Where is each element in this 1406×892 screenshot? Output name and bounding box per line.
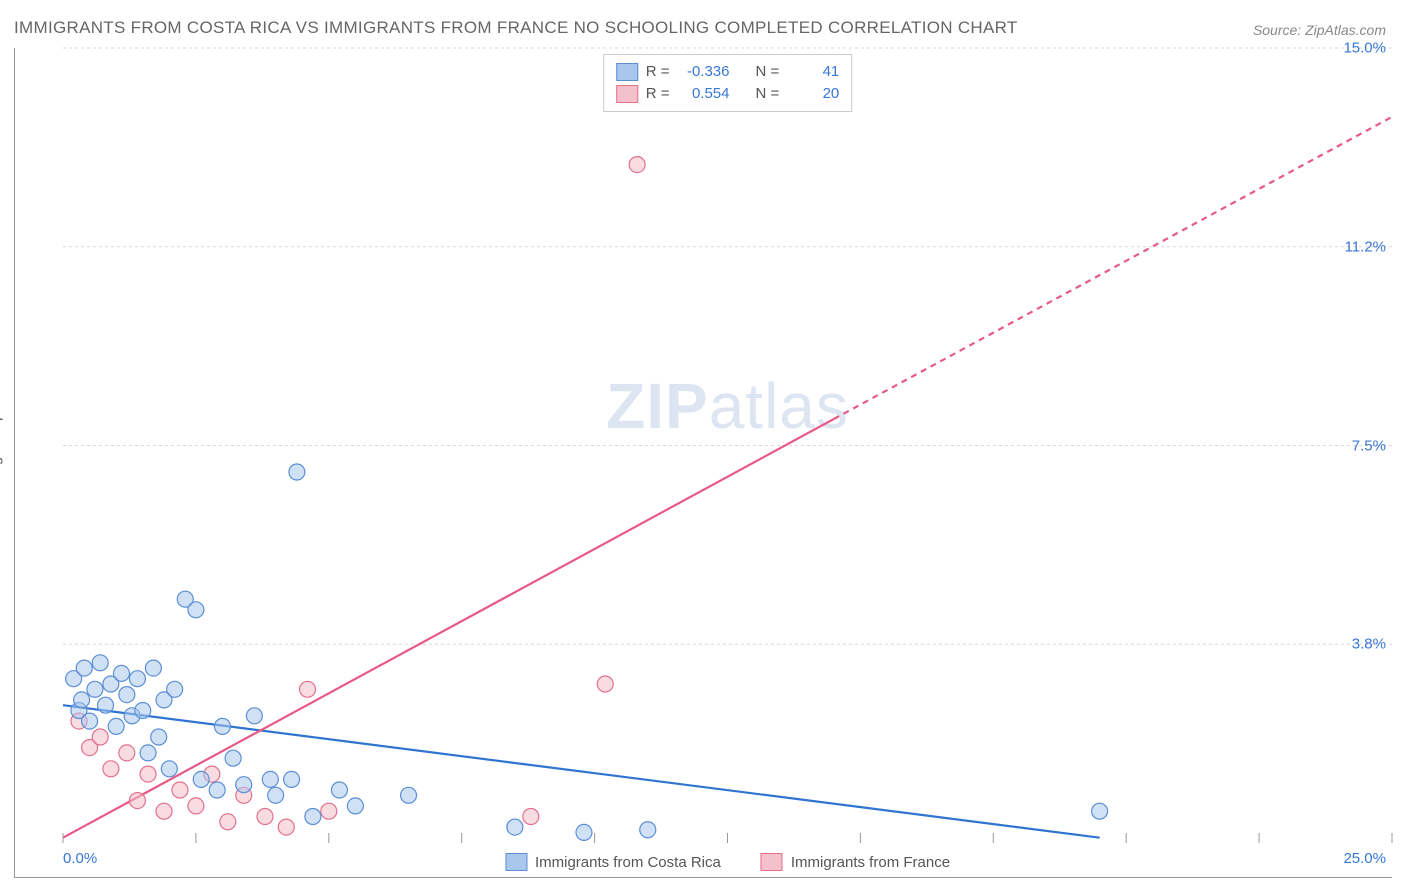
point-series-b bbox=[129, 793, 145, 809]
n-label-a: N = bbox=[756, 61, 780, 83]
point-series-b bbox=[523, 809, 539, 825]
point-series-a bbox=[135, 703, 151, 719]
chart-title: IMMIGRANTS FROM COSTA RICA VS IMMIGRANTS… bbox=[14, 18, 1018, 38]
legend-item-a: Immigrants from Costa Rica bbox=[505, 853, 721, 871]
point-series-b bbox=[92, 729, 108, 745]
point-series-a bbox=[347, 798, 363, 814]
legend-row-a: R = -0.336 N = 41 bbox=[616, 61, 840, 83]
x-tick-label: 25.0% bbox=[1343, 850, 1386, 867]
r-label-b: R = bbox=[646, 83, 670, 105]
y-tick-label: 11.2% bbox=[1345, 238, 1386, 255]
y-tick-label: 7.5% bbox=[1352, 437, 1386, 454]
source-attribution: Source: ZipAtlas.com bbox=[1253, 22, 1386, 38]
point-series-a bbox=[82, 713, 98, 729]
point-series-b bbox=[188, 798, 204, 814]
chart-container: No Schooling Completed ZIPatlas R = -0.3… bbox=[14, 48, 1392, 878]
y-axis-label: No Schooling Completed bbox=[0, 380, 4, 546]
legend-label-b: Immigrants from France bbox=[791, 854, 950, 871]
point-series-a bbox=[167, 681, 183, 697]
r-label-a: R = bbox=[646, 61, 670, 83]
point-series-b bbox=[103, 761, 119, 777]
legend-item-b: Immigrants from France bbox=[761, 853, 950, 871]
point-series-a bbox=[640, 822, 656, 838]
swatch-b-icon bbox=[616, 85, 638, 103]
point-series-a bbox=[284, 771, 300, 787]
swatch-a-icon bbox=[616, 63, 638, 81]
point-series-a bbox=[76, 660, 92, 676]
point-series-b bbox=[140, 766, 156, 782]
point-series-a bbox=[145, 660, 161, 676]
source-label: Source: bbox=[1253, 22, 1301, 38]
correlation-legend: R = -0.336 N = 41 R = 0.554 N = 20 bbox=[603, 54, 853, 112]
point-series-b bbox=[597, 676, 613, 692]
point-series-b bbox=[257, 809, 273, 825]
point-series-a bbox=[113, 665, 129, 681]
series-legend: Immigrants from Costa Rica Immigrants fr… bbox=[505, 853, 950, 871]
swatch-b-icon bbox=[761, 853, 783, 871]
source-value: ZipAtlas.com bbox=[1305, 22, 1386, 38]
point-series-a bbox=[214, 718, 230, 734]
swatch-a-icon bbox=[505, 853, 527, 871]
point-series-a bbox=[108, 718, 124, 734]
point-series-a bbox=[268, 787, 284, 803]
point-series-a bbox=[289, 464, 305, 480]
point-series-a bbox=[74, 692, 90, 708]
point-series-b bbox=[119, 745, 135, 761]
point-series-a bbox=[331, 782, 347, 798]
point-series-b bbox=[278, 819, 294, 835]
point-series-b bbox=[629, 157, 645, 173]
point-series-b bbox=[321, 803, 337, 819]
point-series-a bbox=[92, 655, 108, 671]
point-series-a bbox=[161, 761, 177, 777]
point-series-a bbox=[119, 687, 135, 703]
point-series-b bbox=[172, 782, 188, 798]
point-series-a bbox=[1092, 803, 1108, 819]
x-tick-label: 0.0% bbox=[63, 850, 97, 867]
point-series-a bbox=[262, 771, 278, 787]
point-series-a bbox=[305, 809, 321, 825]
n-value-b: 20 bbox=[787, 83, 839, 105]
point-series-a bbox=[401, 787, 417, 803]
point-series-a bbox=[236, 777, 252, 793]
point-series-a bbox=[129, 671, 145, 687]
r-value-b: 0.554 bbox=[678, 83, 730, 105]
point-series-a bbox=[209, 782, 225, 798]
point-series-a bbox=[87, 681, 103, 697]
r-value-a: -0.336 bbox=[678, 61, 730, 83]
point-series-a bbox=[151, 729, 167, 745]
legend-label-a: Immigrants from Costa Rica bbox=[535, 854, 721, 871]
point-series-a bbox=[98, 697, 114, 713]
n-label-b: N = bbox=[756, 83, 780, 105]
plot-svg bbox=[63, 48, 1392, 843]
n-value-a: 41 bbox=[787, 61, 839, 83]
point-series-a bbox=[246, 708, 262, 724]
y-tick-label: 3.8% bbox=[1352, 636, 1386, 653]
point-series-a bbox=[188, 602, 204, 618]
point-series-a bbox=[576, 824, 592, 840]
point-series-b bbox=[156, 803, 172, 819]
point-series-a bbox=[225, 750, 241, 766]
legend-row-b: R = 0.554 N = 20 bbox=[616, 83, 840, 105]
point-series-a bbox=[193, 771, 209, 787]
point-series-a bbox=[507, 819, 523, 835]
y-tick-label: 15.0% bbox=[1343, 40, 1386, 57]
point-series-b bbox=[220, 814, 236, 830]
plot-area: ZIPatlas R = -0.336 N = 41 R = 0.554 bbox=[63, 48, 1392, 843]
point-series-a bbox=[140, 745, 156, 761]
point-series-b bbox=[300, 681, 316, 697]
